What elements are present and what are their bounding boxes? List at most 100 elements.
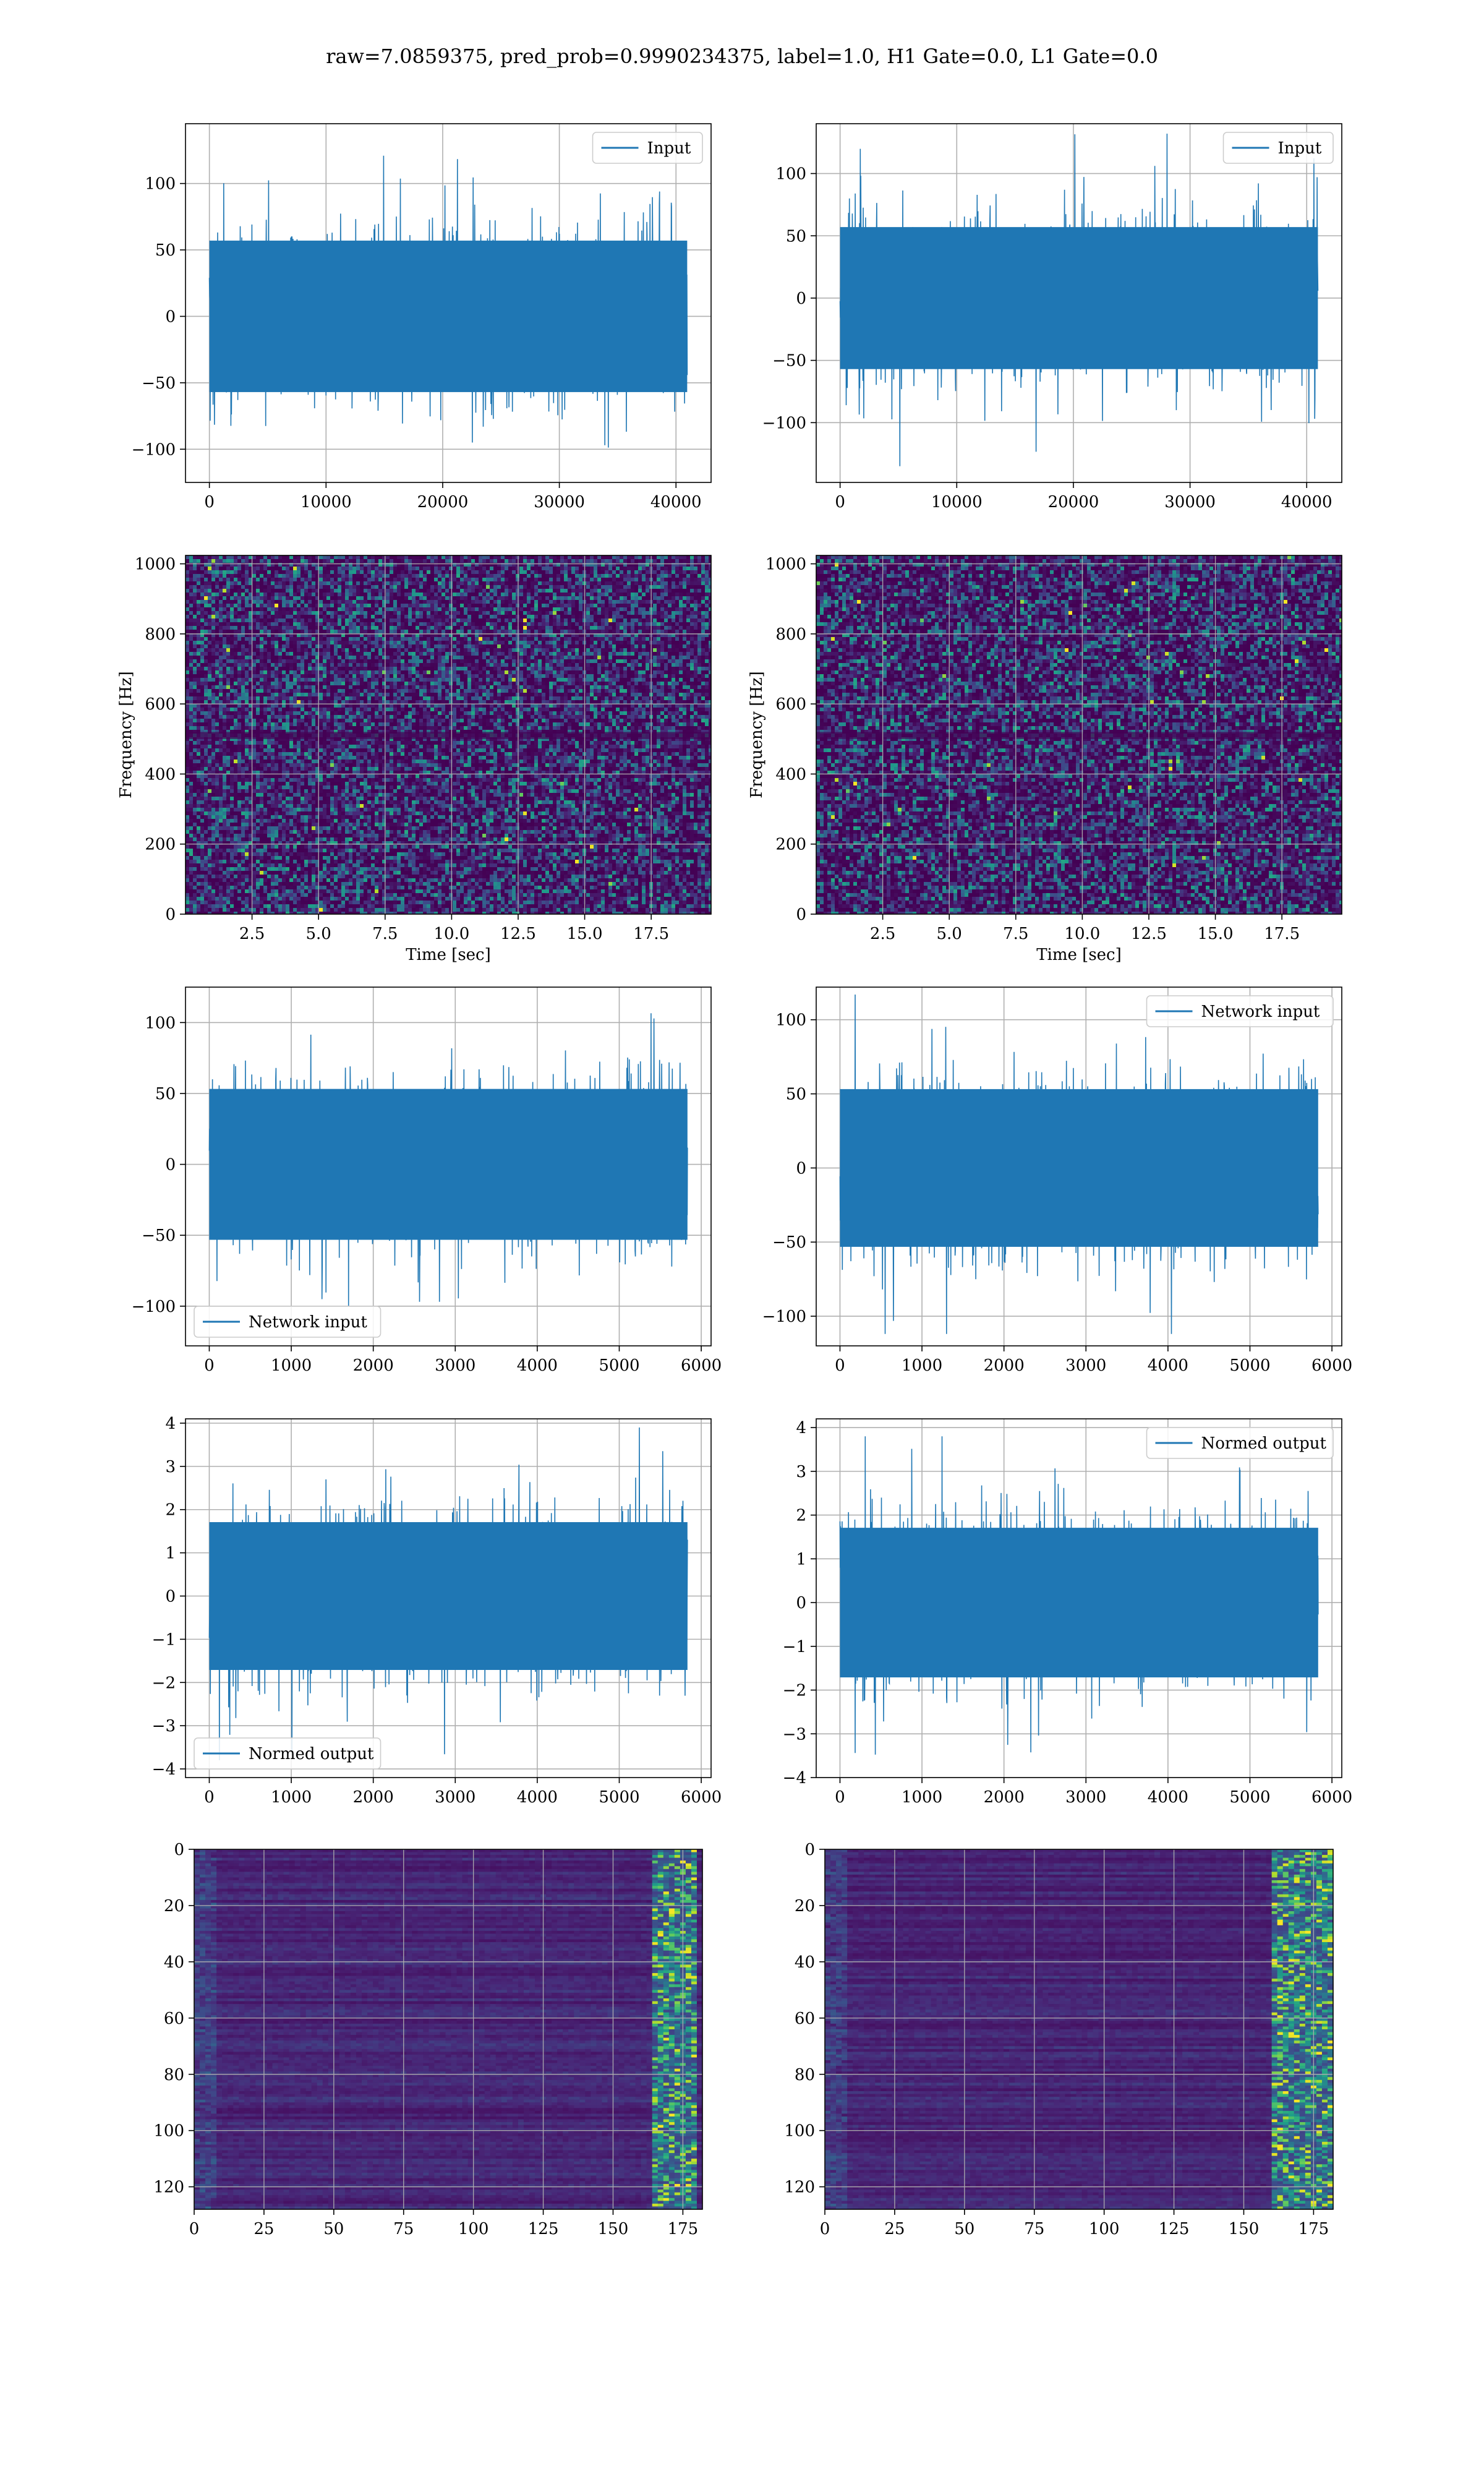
x-tick-label: 6000 (1311, 1356, 1352, 1375)
series-band (209, 241, 688, 392)
y-tick-label: −4 (152, 1760, 176, 1779)
y-tick-label: 100 (153, 2122, 184, 2141)
y-tick-label: 1000 (135, 555, 176, 574)
plot-area (825, 1849, 1333, 2209)
y-tick-label: 100 (775, 1011, 806, 1030)
x-tick-label: 10000 (931, 493, 983, 511)
x-tick-label: 100 (458, 2220, 489, 2238)
x-tick-label: 3000 (1065, 1788, 1106, 1807)
legend-box (194, 1306, 382, 1338)
chart-feature-map-h1: 0 25 50 75 100 125 150 175 0 20 40 60 80 100 120 (153, 1841, 703, 2238)
x-tick-label: 15.0 (567, 925, 603, 943)
x-tick-label: 4000 (1148, 1788, 1188, 1807)
legend: Normed output (1146, 1427, 1334, 1459)
y-tick-label: −100 (762, 1308, 806, 1326)
y-tick-label: 50 (786, 1085, 806, 1104)
x-tick-label: 5000 (599, 1788, 639, 1807)
y-tick-label: −1 (152, 1630, 176, 1649)
x-tick-label: 1000 (271, 1788, 312, 1807)
x-tick-label: 30000 (534, 493, 585, 511)
y-tick-label: 200 (145, 836, 176, 854)
x-tick-label: 10000 (301, 493, 352, 511)
plot-area (816, 124, 1342, 482)
y-tick-label: 4 (796, 1419, 806, 1437)
plot-area (816, 987, 1342, 1346)
x-tick-label: 0 (204, 493, 215, 511)
x-tick-label: 2000 (353, 1788, 394, 1807)
x-tick-label: 5.0 (306, 925, 331, 943)
x-tick-label: 4000 (1148, 1356, 1188, 1375)
axes-frame (816, 123, 1342, 483)
y-tick-label: 1 (165, 1544, 176, 1563)
y-tick-label: 60 (795, 2010, 815, 2028)
y-axis-label: Frequency [Hz] (748, 671, 766, 798)
plot-area (186, 124, 711, 482)
axes-frame (185, 555, 712, 915)
x-tick-label: 20000 (1048, 493, 1099, 511)
y-tick-label: −1 (783, 1638, 806, 1656)
figure-suptitle: raw=7.0859375, pred_prob=0.9990234375, l… (0, 45, 1484, 68)
y-tick-label: 120 (784, 2178, 815, 2197)
x-tick-label: 125 (528, 2220, 559, 2238)
x-tick-label: 150 (1229, 2220, 1260, 2238)
series-band (840, 1089, 1318, 1247)
x-tick-label: 1000 (902, 1788, 942, 1807)
y-tick-label: −50 (142, 374, 176, 393)
y-tick-label: 600 (145, 695, 176, 714)
axes-frame (816, 987, 1342, 1346)
x-tick-label: 150 (598, 2220, 629, 2238)
y-tick-label: 100 (145, 175, 176, 194)
legend: Network input (194, 1306, 382, 1338)
y-tick-label: 0 (165, 307, 176, 326)
y-tick-label: 800 (775, 625, 806, 644)
y-tick-label: −4 (783, 1769, 806, 1787)
y-tick-label: 400 (145, 765, 176, 784)
legend-label: Input (647, 139, 691, 158)
y-tick-label: 100 (775, 165, 806, 184)
x-tick-label: 2000 (984, 1788, 1025, 1807)
y-tick-label: 0 (796, 905, 806, 924)
y-tick-label: 60 (164, 2010, 184, 2028)
x-tick-label: 15.0 (1198, 925, 1234, 943)
x-tick-label: 25 (884, 2220, 905, 2238)
y-tick-label: 50 (786, 227, 806, 246)
axes-frame (824, 1849, 1334, 2210)
notch-band (186, 732, 711, 739)
y-tick-label: 400 (775, 765, 806, 784)
x-tick-label: 7.5 (1003, 925, 1028, 943)
x-tick-label: 0 (835, 493, 845, 511)
y-tick-label: 0 (804, 1841, 815, 1859)
x-tick-label: 17.5 (1264, 925, 1300, 943)
axes-frame (816, 555, 1342, 915)
legend: Input (592, 132, 703, 164)
x-tick-label: 175 (668, 2220, 699, 2238)
x-tick-label: 5000 (1229, 1788, 1270, 1807)
y-tick-label: 0 (174, 1841, 184, 1859)
y-tick-label: 3 (165, 1458, 176, 1476)
y-tick-label: 0 (165, 905, 176, 924)
chart-network-input-h1: 0 1000 2000 3000 4000 5000 6000 −100 −50 0 50 100 Ne… (132, 987, 722, 1375)
y-tick-label: 40 (795, 1953, 815, 1972)
notch-band (816, 732, 1342, 739)
plot-area (816, 1419, 1342, 1778)
x-tick-label: 2000 (353, 1356, 394, 1375)
legend: Input (1222, 132, 1334, 164)
chart-input-h1: 0 10000 20000 30000 40000 −100 −50 0 50 100 Input (132, 123, 712, 511)
y-tick-label: −2 (152, 1674, 176, 1692)
x-tick-label: 17.5 (633, 925, 669, 943)
x-tick-label: 50 (323, 2220, 344, 2238)
y-tick-label: 800 (145, 625, 176, 644)
y-tick-label: −3 (783, 1725, 806, 1744)
legend-label: Input (1278, 139, 1322, 158)
plot-area (186, 1419, 711, 1778)
y-tick-label: −100 (132, 440, 176, 459)
x-tick-label: 0 (820, 2220, 830, 2238)
legend-box (1146, 995, 1334, 1027)
x-tick-label: 6000 (681, 1788, 722, 1807)
y-tick-label: 0 (796, 289, 806, 308)
y-tick-label: 80 (164, 2066, 184, 2084)
x-tick-label: 3000 (435, 1356, 475, 1375)
legend: Network input (1146, 995, 1334, 1027)
x-tick-label: 4000 (517, 1356, 558, 1375)
series-band (840, 1528, 1318, 1678)
